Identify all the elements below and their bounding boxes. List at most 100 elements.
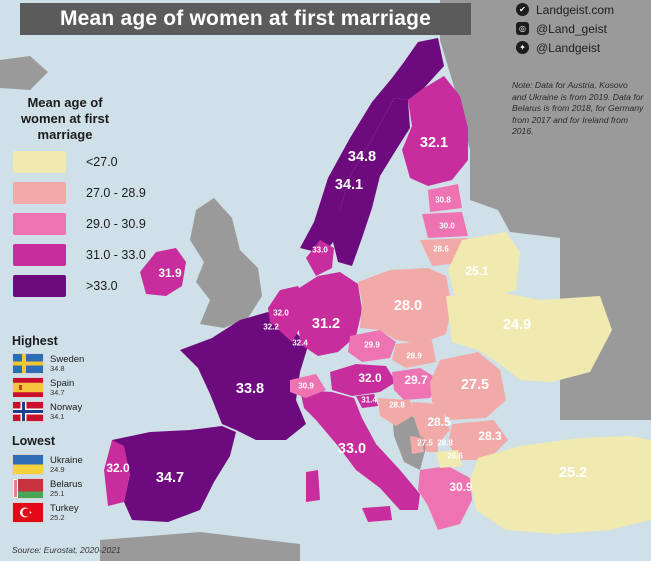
belarus-flag-icon [12, 478, 44, 499]
north-macedonia-region [436, 450, 462, 468]
label-north-macedonia: 26.6 [447, 451, 463, 461]
twitter-row[interactable]: ✦ @Landgeist [516, 38, 614, 57]
label-kosovo: 28.8 [437, 438, 453, 448]
spain-region [112, 426, 236, 522]
ukraine-region [446, 292, 612, 382]
highest-heading: Highest [12, 334, 58, 348]
highest-item-sweden: Sweden 34.8 [12, 353, 84, 374]
label-belgium: 32.2 [263, 322, 279, 332]
lowest-heading: Lowest [12, 434, 56, 448]
rank-name: Sweden [50, 353, 85, 365]
source-text: Source: Eurostat, 2020-2021 [12, 545, 121, 555]
highest-item-spain: Spain 34.7 [12, 377, 74, 398]
spain-flag-icon [12, 377, 44, 398]
sweden-region [332, 98, 410, 266]
norway-region [300, 38, 444, 254]
kosovo-region [424, 436, 438, 452]
legend-title: Mean age of women at first marriage [20, 95, 110, 142]
legend-item-1: <27.0 [13, 151, 118, 173]
highest-item-norway: Norway 34.1 [12, 401, 82, 422]
sardinia-region [306, 470, 320, 502]
ukraine-flag-icon [12, 454, 44, 475]
instagram-row[interactable]: ◎ @Land_geist [516, 19, 614, 38]
label-austria: 32.0 [358, 371, 382, 385]
austria-region [330, 364, 396, 396]
legend-label: 31.0 - 33.0 [86, 248, 146, 262]
czechia-region [348, 330, 396, 362]
croatia-region [378, 398, 416, 426]
label-denmark: 33.0 [312, 245, 328, 255]
lowest-item-belarus: Belarus 25.1 [12, 478, 82, 499]
switzerland-region [290, 374, 326, 398]
belarus-region [448, 232, 520, 300]
italy-region [300, 390, 420, 510]
portugal-region [104, 440, 130, 506]
rank-name: Norway [50, 401, 83, 413]
ireland-region [140, 248, 186, 296]
france-region [180, 312, 308, 440]
label-belarus: 25.1 [465, 264, 489, 278]
social-links: ✔ Landgeist.com ◎ @Land_geist ✦ @Landgeist [516, 0, 614, 57]
label-turkey: 25.2 [558, 465, 588, 481]
label-lithuania: 28.6 [433, 244, 449, 254]
label-france: 33.8 [235, 381, 265, 397]
rank-name: Belarus [50, 478, 83, 490]
label-czechia: 29.9 [364, 340, 380, 350]
rank-name: Ukraine [50, 454, 83, 466]
estonia-region [428, 184, 462, 212]
legend-item-4: 31.0 - 33.0 [13, 244, 146, 266]
rank-value: 25.2 [50, 512, 65, 522]
slovakia-region [392, 340, 436, 368]
slovenia-region [356, 394, 378, 408]
label-sweden: 34.8 [347, 149, 377, 165]
instagram-icon: ◎ [516, 22, 529, 35]
label-serbia: 28.5 [427, 415, 451, 429]
label-finland: 32.1 [419, 135, 449, 151]
label-romania: 27.5 [460, 377, 490, 393]
twitter-icon: ✦ [516, 41, 529, 54]
legend-label: 27.0 - 28.9 [86, 186, 146, 200]
legend-swatch [13, 213, 66, 235]
legend-label: <27.0 [86, 155, 118, 169]
serbia-region [412, 402, 450, 446]
label-estonia: 30.8 [435, 195, 451, 205]
website-row[interactable]: ✔ Landgeist.com [516, 0, 614, 19]
legend-swatch [13, 275, 66, 297]
data-note: Note: Data for Austria, Kosovo and Ukrai… [512, 80, 644, 137]
germany-region [296, 272, 362, 356]
turkey-flag-icon [12, 502, 44, 523]
legend-label: >33.0 [86, 279, 118, 293]
sicily-region [362, 506, 392, 522]
legend-swatch [13, 151, 66, 173]
rank-value: 25.1 [50, 488, 65, 498]
montenegro-region [410, 436, 424, 454]
instagram-text: @Land_geist [536, 21, 607, 36]
label-latvia: 30.0 [439, 221, 455, 231]
lowest-item-ukraine: Ukraine 24.9 [12, 454, 83, 475]
label-luxembourg: 32.4 [292, 338, 308, 348]
legend-label: 29.0 - 30.9 [86, 217, 146, 231]
label-slovakia: 28.9 [406, 351, 422, 361]
label-slovenia: 31.4 [361, 395, 377, 405]
rank-name: Turkey [50, 502, 79, 514]
north-africa-land [100, 532, 300, 561]
label-ukraine: 24.9 [502, 317, 532, 333]
label-ireland: 31.9 [158, 266, 182, 280]
label-hungary: 29.7 [404, 373, 428, 387]
rank-value: 34.7 [50, 387, 65, 397]
legend-swatch [13, 244, 66, 266]
label-norway: 34.1 [334, 177, 364, 193]
turkey-region [470, 436, 651, 534]
legend-item-2: 27.0 - 28.9 [13, 182, 146, 204]
norway-flag-icon [12, 401, 44, 422]
label-netherlands: 32.0 [273, 308, 289, 318]
legend-item-5: >33.0 [13, 275, 118, 297]
legend-item-3: 29.0 - 30.9 [13, 213, 146, 235]
legend-swatch [13, 182, 66, 204]
greece-region [418, 466, 472, 530]
benelux-region [268, 286, 306, 342]
lowest-item-turkey: Turkey 25.2 [12, 502, 79, 523]
rank-value: 24.9 [50, 464, 65, 474]
